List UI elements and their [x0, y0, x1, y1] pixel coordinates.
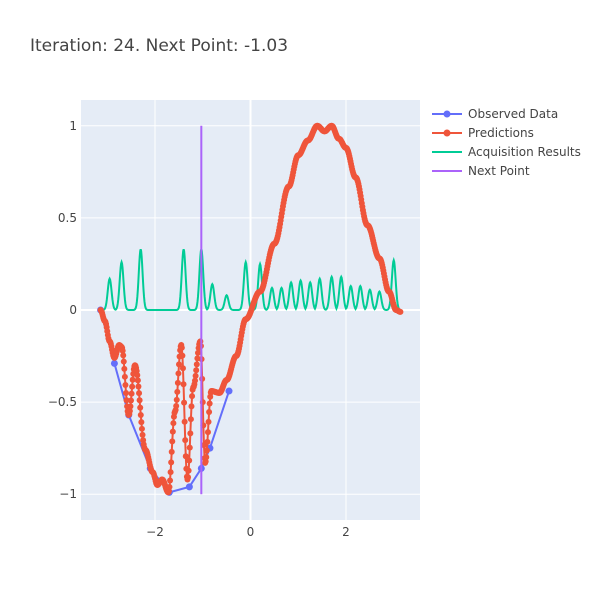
observed-data-point	[185, 483, 193, 491]
prediction-point	[173, 403, 180, 410]
prediction-point	[179, 365, 186, 372]
prediction-point	[178, 344, 185, 351]
prediction-point	[194, 349, 201, 356]
prediction-point	[122, 382, 129, 389]
prediction-point	[168, 459, 175, 466]
prediction-point	[192, 372, 199, 379]
prediction-point	[203, 447, 210, 454]
prediction-point	[204, 438, 211, 445]
prediction-point	[185, 467, 192, 474]
traces	[97, 122, 404, 496]
prediction-point	[122, 390, 129, 397]
prediction-point	[206, 409, 213, 416]
x-tick-label: −2	[146, 525, 164, 539]
prediction-point	[397, 308, 404, 315]
prediction-point	[135, 383, 142, 390]
prediction-point	[186, 457, 193, 464]
prediction-point	[187, 430, 194, 437]
prediction-point	[121, 365, 128, 372]
prediction-point	[185, 474, 192, 481]
prediction-point	[180, 381, 187, 388]
prediction-point	[182, 437, 189, 444]
prediction-point	[182, 453, 189, 460]
chart-title: Iteration: 24. Next Point: -1.03	[30, 36, 288, 56]
observed-data-point	[110, 359, 118, 367]
legend-item[interactable]: Next Point	[432, 164, 530, 178]
prediction-point	[123, 397, 130, 404]
prediction-point	[167, 469, 174, 476]
prediction-point	[191, 377, 198, 384]
prediction-point	[127, 403, 134, 410]
prediction-point	[137, 404, 144, 411]
prediction-point	[129, 383, 136, 390]
observed-data-point	[225, 387, 233, 395]
prediction-point	[134, 372, 141, 379]
prediction-point	[137, 411, 144, 418]
prediction-point	[174, 388, 181, 395]
legend-label: Observed Data	[468, 107, 558, 121]
y-tick-label: −0.5	[48, 395, 77, 409]
legend-item[interactable]: Predictions	[432, 126, 534, 140]
prediction-point	[179, 352, 186, 359]
y-tick-label: 0	[69, 303, 77, 317]
prediction-point	[193, 361, 200, 368]
prediction-point	[193, 367, 200, 374]
prediction-point	[206, 400, 213, 407]
prediction-point	[138, 419, 145, 426]
legend-item[interactable]: Acquisition Results	[432, 145, 581, 159]
x-tick-label: 2	[342, 525, 350, 539]
prediction-point	[119, 347, 126, 354]
prediction-point	[173, 396, 180, 403]
y-tick-label: 1	[69, 119, 77, 133]
prediction-point	[174, 379, 181, 386]
prediction-point	[168, 448, 175, 455]
prediction-point	[136, 397, 143, 404]
prediction-point	[187, 416, 194, 423]
prediction-point	[205, 418, 212, 425]
prediction-point	[189, 393, 196, 400]
prediction-point	[128, 390, 135, 397]
x-tick-label: 0	[247, 525, 255, 539]
prediction-point	[139, 431, 146, 438]
legend[interactable]: Observed Data Predictions Acquisition Resu…	[432, 107, 581, 178]
prediction-point	[167, 477, 174, 484]
prediction-point	[126, 408, 133, 415]
prediction-point	[136, 390, 143, 397]
prediction-point	[175, 370, 182, 377]
prediction-point	[166, 483, 173, 490]
prediction-point	[128, 397, 135, 404]
legend-swatch-marker	[443, 129, 451, 137]
prediction-point	[181, 399, 188, 406]
legend-item[interactable]: Observed Data	[432, 107, 558, 121]
prediction-point	[181, 418, 188, 425]
y-tick-label: 0.5	[58, 211, 77, 225]
prediction-point	[170, 420, 177, 427]
prediction-point	[203, 454, 210, 461]
prediction-point	[120, 352, 127, 359]
prediction-point	[169, 428, 176, 435]
axis-ticks: −1 −0.5 0 0.5 1 −2 0 2	[48, 119, 350, 539]
legend-label: Acquisition Results	[468, 145, 581, 159]
prediction-point	[134, 377, 141, 384]
prediction-point	[204, 429, 211, 436]
legend-label: Predictions	[468, 126, 534, 140]
prediction-point	[129, 376, 136, 383]
prediction-point	[121, 373, 128, 380]
prediction-point	[120, 358, 127, 365]
prediction-point	[169, 438, 176, 445]
legend-swatch-marker	[443, 110, 451, 118]
y-tick-label: −1	[59, 487, 77, 501]
prediction-point	[138, 425, 145, 432]
prediction-point	[176, 361, 183, 368]
legend-label: Next Point	[468, 164, 530, 178]
prediction-point	[186, 444, 193, 451]
prediction-point	[188, 403, 195, 410]
